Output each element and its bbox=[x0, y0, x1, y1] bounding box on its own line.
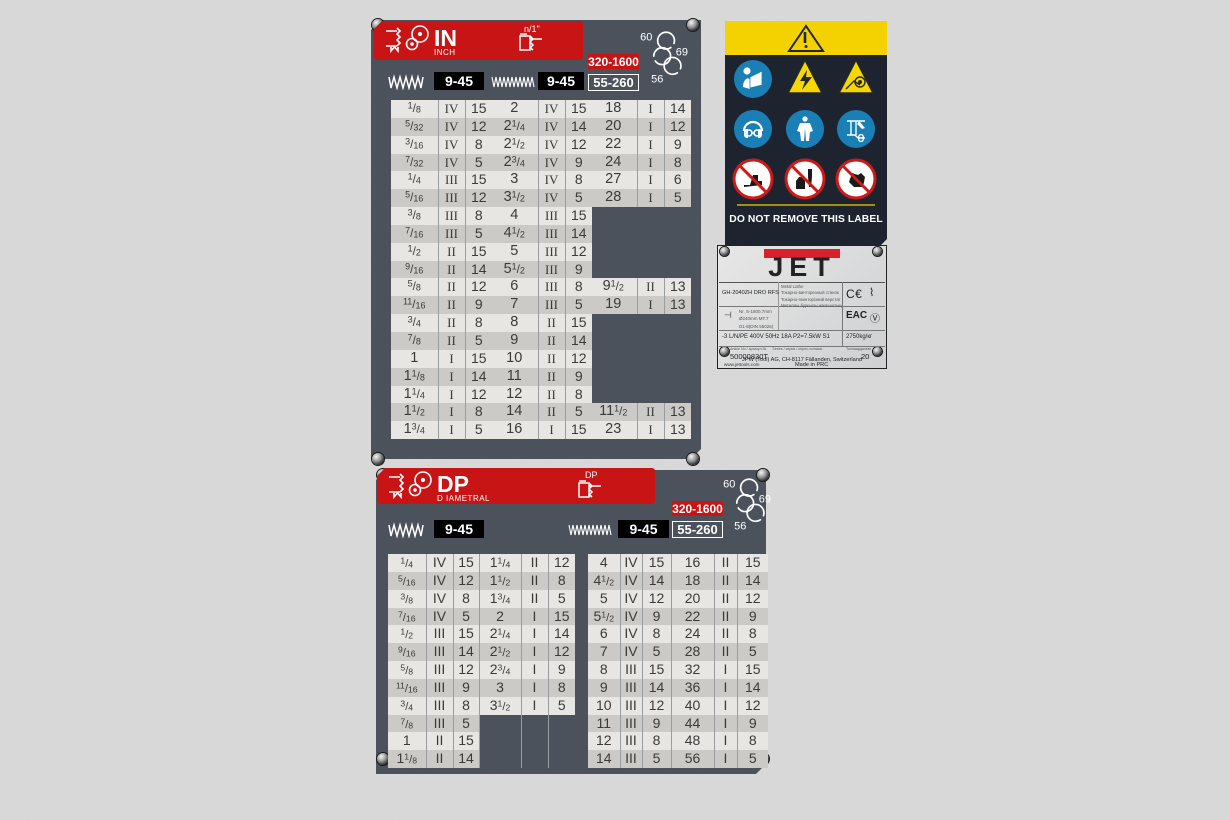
svg-text:60: 60 bbox=[640, 32, 652, 44]
svg-text:69: 69 bbox=[676, 47, 688, 59]
svg-text:n/1": n/1" bbox=[524, 24, 540, 34]
svg-text:INCH: INCH bbox=[434, 48, 456, 57]
svg-text:DP: DP bbox=[585, 470, 598, 480]
svg-text:56: 56 bbox=[651, 74, 663, 86]
svg-text:56: 56 bbox=[734, 521, 746, 533]
svg-text:D IAMETRAL: D IAMETRAL bbox=[437, 494, 490, 503]
svg-text:69: 69 bbox=[759, 494, 771, 506]
svg-text:60: 60 bbox=[723, 479, 735, 491]
